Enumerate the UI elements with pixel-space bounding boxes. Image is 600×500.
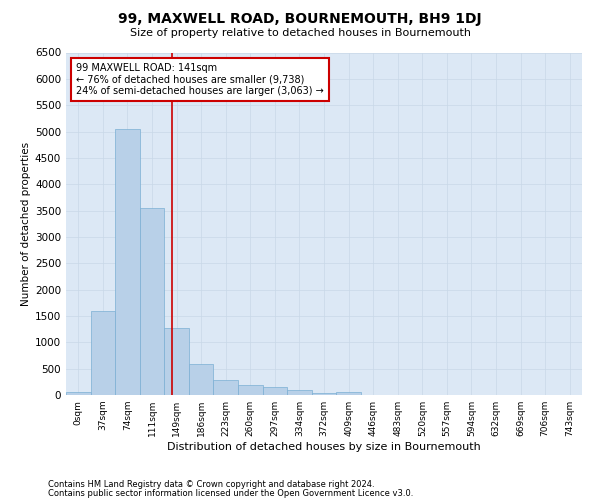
X-axis label: Distribution of detached houses by size in Bournemouth: Distribution of detached houses by size … [167, 442, 481, 452]
Bar [140, 208, 164, 395]
Y-axis label: Number of detached properties: Number of detached properties [21, 142, 31, 306]
Bar [91, 310, 115, 395]
Text: 99 MAXWELL ROAD: 141sqm
← 76% of detached houses are smaller (9,738)
24% of semi: 99 MAXWELL ROAD: 141sqm ← 76% of detache… [76, 63, 324, 96]
Text: Size of property relative to detached houses in Bournemouth: Size of property relative to detached ho… [130, 28, 470, 38]
Bar [312, 392, 336, 395]
Bar [115, 129, 140, 395]
Bar [214, 380, 238, 395]
Bar [66, 392, 91, 395]
Bar [263, 387, 287, 395]
Bar [164, 328, 189, 395]
Bar [287, 390, 312, 395]
Bar [189, 364, 214, 395]
Bar [238, 386, 263, 395]
Text: 99, MAXWELL ROAD, BOURNEMOUTH, BH9 1DJ: 99, MAXWELL ROAD, BOURNEMOUTH, BH9 1DJ [118, 12, 482, 26]
Text: Contains HM Land Registry data © Crown copyright and database right 2024.: Contains HM Land Registry data © Crown c… [48, 480, 374, 489]
Text: Contains public sector information licensed under the Open Government Licence v3: Contains public sector information licen… [48, 488, 413, 498]
Bar [336, 392, 361, 395]
